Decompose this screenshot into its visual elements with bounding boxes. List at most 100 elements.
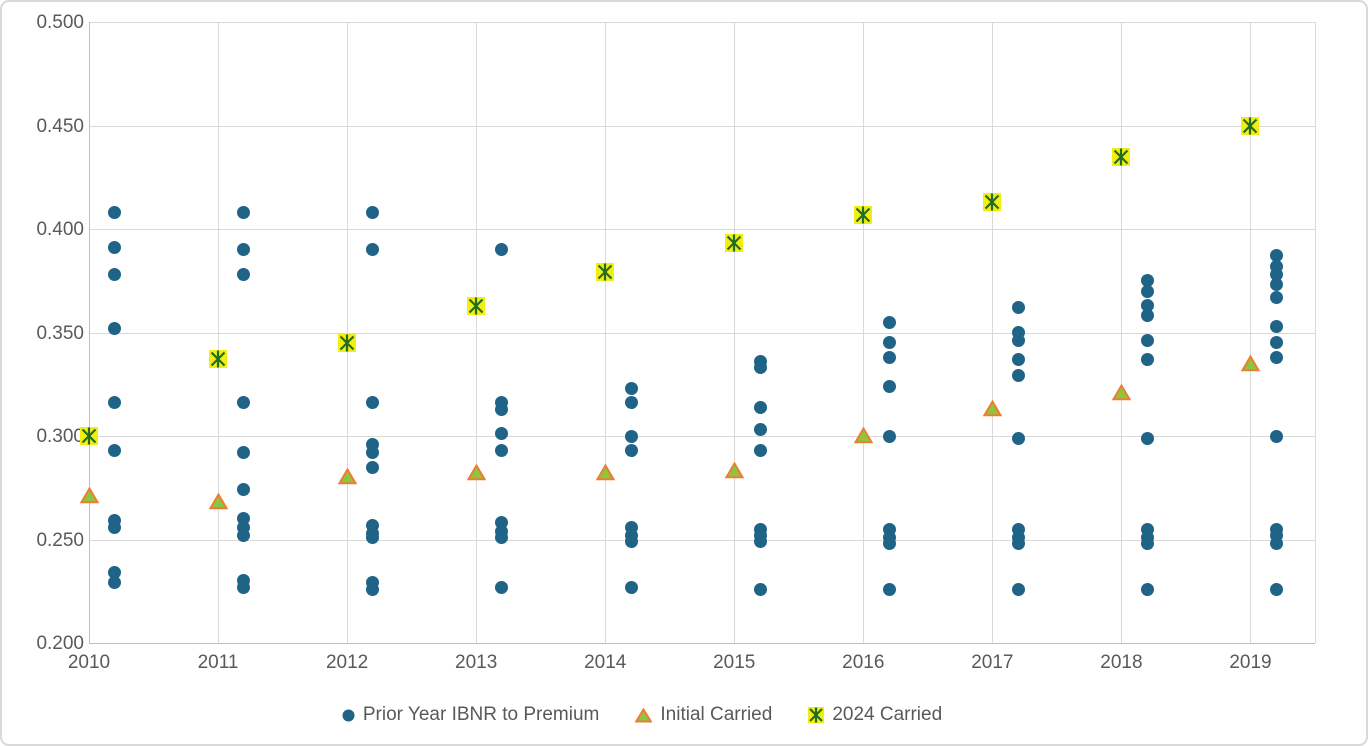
point-prior-year-ibnr[interactable] [1269,319,1283,333]
point-prior-year-ibnr[interactable] [237,580,251,594]
point-prior-year-ibnr[interactable] [1011,431,1025,445]
point-prior-year-ibnr[interactable] [882,350,896,364]
point-2024-carried[interactable] [467,296,486,320]
point-prior-year-ibnr[interactable] [882,429,896,443]
point-prior-year-ibnr[interactable] [237,243,251,257]
legend-item-prior-year-ibnr[interactable]: Prior Year IBNR to Premium [342,704,599,726]
point-prior-year-ibnr[interactable] [1269,582,1283,596]
point-prior-year-ibnr[interactable] [1269,249,1283,263]
point-initial-carried[interactable] [466,463,486,486]
point-prior-year-ibnr[interactable] [624,396,638,410]
point-prior-year-ibnr[interactable] [753,400,767,414]
point-2024-carried[interactable] [1241,116,1260,140]
point-prior-year-ibnr[interactable] [1269,268,1283,282]
point-prior-year-ibnr[interactable] [1269,429,1283,443]
point-prior-year-ibnr[interactable] [1140,537,1154,551]
point-initial-carried[interactable] [337,467,357,490]
point-prior-year-ibnr[interactable] [366,396,380,410]
point-prior-year-ibnr[interactable] [753,423,767,437]
point-prior-year-ibnr[interactable] [1011,352,1025,366]
point-2024-carried[interactable] [1112,147,1131,171]
point-prior-year-ibnr[interactable] [753,582,767,596]
point-initial-carried[interactable] [724,461,744,484]
point-2024-carried[interactable] [80,427,98,450]
point-prior-year-ibnr[interactable] [1011,369,1025,383]
point-prior-year-ibnr[interactable] [108,241,122,255]
point-prior-year-ibnr[interactable] [108,576,122,590]
point-prior-year-ibnr[interactable] [882,582,896,596]
point-prior-year-ibnr[interactable] [366,460,380,474]
point-prior-year-ibnr[interactable] [495,243,509,257]
legend-item-2024-carried[interactable]: 2024 Carried [808,704,942,726]
point-prior-year-ibnr[interactable] [1140,274,1154,288]
point-prior-year-ibnr[interactable] [366,446,380,460]
point-prior-year-ibnr[interactable] [1011,334,1025,348]
point-prior-year-ibnr[interactable] [366,530,380,544]
point-prior-year-ibnr[interactable] [1269,336,1283,350]
point-prior-year-ibnr[interactable] [1011,537,1025,551]
point-prior-year-ibnr[interactable] [108,443,122,457]
y-gridline [89,643,1315,644]
point-2024-carried[interactable] [854,205,873,229]
point-prior-year-ibnr[interactable] [495,580,509,594]
point-prior-year-ibnr[interactable] [1269,278,1283,292]
point-prior-year-ibnr[interactable] [1140,582,1154,596]
point-prior-year-ibnr[interactable] [237,446,251,460]
point-initial-carried[interactable] [79,486,99,509]
point-prior-year-ibnr[interactable] [495,530,509,544]
point-prior-year-ibnr[interactable] [108,321,122,335]
point-2024-carried[interactable] [983,193,1002,216]
point-prior-year-ibnr[interactable] [1140,431,1154,445]
point-prior-year-ibnr[interactable] [366,582,380,596]
point-prior-year-ibnr[interactable] [1140,352,1154,366]
point-prior-year-ibnr[interactable] [108,205,122,219]
point-prior-year-ibnr[interactable] [366,243,380,257]
point-prior-year-ibnr[interactable] [1269,537,1283,551]
point-prior-year-ibnr[interactable] [108,268,122,282]
point-initial-carried[interactable] [595,463,615,486]
point-prior-year-ibnr[interactable] [753,535,767,549]
point-prior-year-ibnr[interactable] [1011,582,1025,596]
point-prior-year-ibnr[interactable] [1269,350,1283,364]
point-initial-carried[interactable] [982,399,1003,422]
point-prior-year-ibnr[interactable] [624,535,638,549]
point-prior-year-ibnr[interactable] [1140,299,1154,313]
point-initial-carried[interactable] [208,492,228,515]
point-prior-year-ibnr[interactable] [237,205,251,219]
point-prior-year-ibnr[interactable] [366,205,380,219]
point-prior-year-ibnr[interactable] [108,396,122,410]
point-prior-year-ibnr[interactable] [753,361,767,375]
point-2024-carried[interactable] [338,333,357,357]
point-prior-year-ibnr[interactable] [237,528,251,542]
point-initial-carried[interactable] [1240,354,1261,377]
point-prior-year-ibnr[interactable] [624,443,638,457]
point-prior-year-ibnr[interactable] [882,379,896,393]
point-prior-year-ibnr[interactable] [1011,301,1025,315]
point-2024-carried[interactable] [725,234,744,257]
point-prior-year-ibnr[interactable] [624,381,638,395]
point-prior-year-ibnr[interactable] [1269,290,1283,304]
point-prior-year-ibnr[interactable] [237,268,251,282]
point-prior-year-ibnr[interactable] [882,336,896,350]
legend-item-initial-carried[interactable]: Initial Carried [635,704,772,726]
point-initial-carried[interactable] [1111,383,1132,406]
point-prior-year-ibnr[interactable] [882,537,896,551]
point-prior-year-ibnr[interactable] [495,443,509,457]
point-prior-year-ibnr[interactable] [495,427,509,441]
point-prior-year-ibnr[interactable] [1140,309,1154,323]
point-prior-year-ibnr[interactable] [1140,334,1154,348]
point-prior-year-ibnr[interactable] [624,580,638,594]
point-prior-year-ibnr[interactable] [237,483,251,497]
point-prior-year-ibnr[interactable] [753,443,767,457]
point-prior-year-ibnr[interactable] [882,315,896,329]
point-prior-year-ibnr[interactable] [495,402,509,416]
point-2024-carried[interactable] [596,263,615,286]
point-prior-year-ibnr[interactable] [624,429,638,443]
point-prior-year-ibnr[interactable] [108,520,122,534]
point-initial-carried[interactable] [853,426,874,449]
triangle-marker-icon [635,707,653,723]
point-2024-carried[interactable] [209,350,228,373]
point-prior-year-ibnr[interactable] [237,396,251,410]
point-prior-year-ibnr[interactable] [108,566,122,580]
point-prior-year-ibnr[interactable] [1140,284,1154,298]
